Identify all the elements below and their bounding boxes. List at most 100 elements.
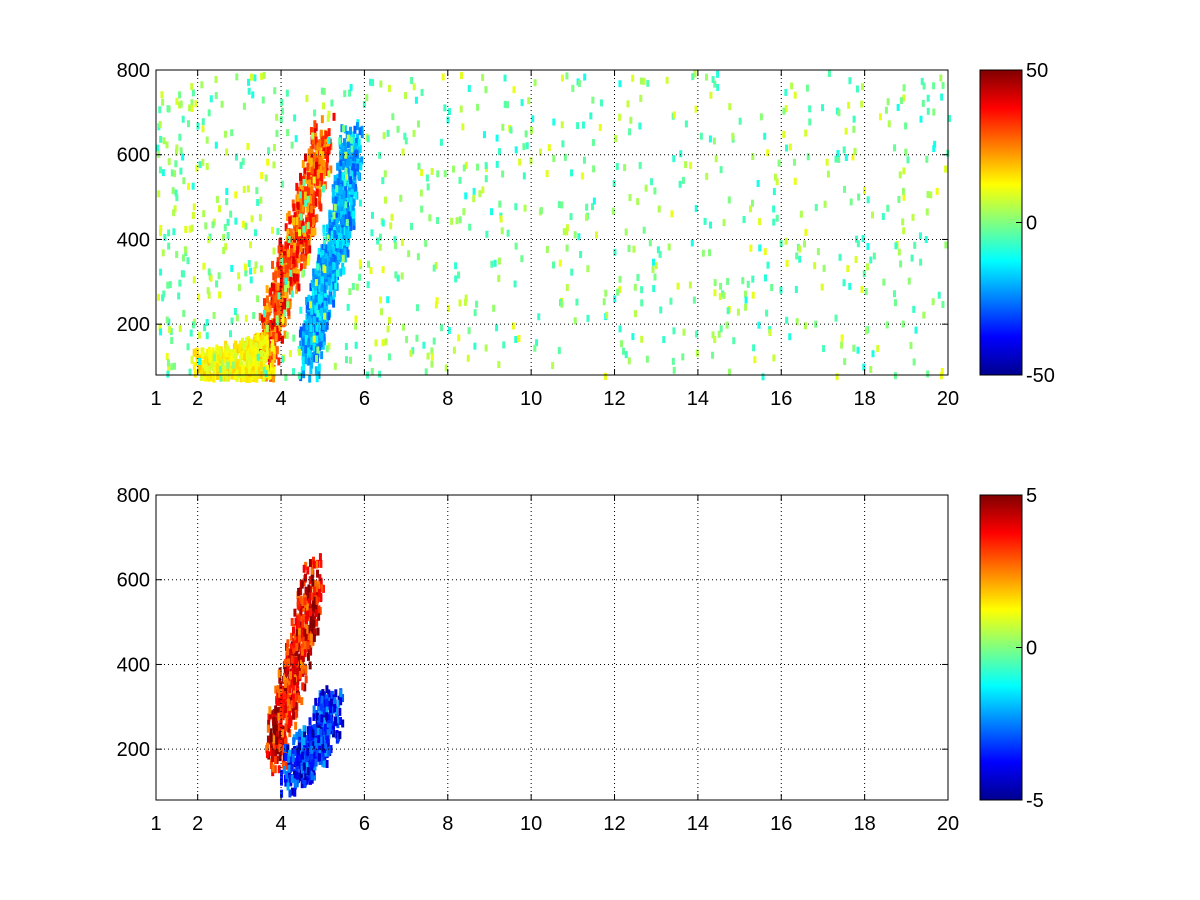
heatmap-cell: [269, 355, 273, 364]
heatmap-cell: [281, 760, 285, 769]
heatmap-cell: [314, 150, 318, 159]
heatmap-cell: [846, 265, 850, 273]
heatmap-cell: [426, 352, 430, 360]
heatmap-cell: [318, 312, 322, 321]
colorbar-tick-label: 5: [1026, 485, 1037, 507]
heatmap-cell: [319, 257, 323, 266]
heatmap-cell: [560, 300, 564, 308]
heatmap-cell: [188, 104, 192, 112]
heatmap-cell: [303, 167, 307, 176]
heatmap-cell: [307, 294, 311, 303]
heatmap-cell: [276, 306, 280, 315]
heatmap-cell: [222, 233, 226, 241]
heatmap-cell: [292, 203, 296, 212]
heatmap-cell: [775, 178, 779, 186]
heatmap-cell: [200, 81, 204, 89]
heatmap-cell: [232, 364, 236, 373]
heatmap-cell: [350, 145, 354, 153]
heatmap-cell: [506, 101, 510, 109]
heatmap-cell: [167, 365, 171, 373]
heatmap-cell: [306, 195, 310, 203]
heatmap-cell: [852, 344, 856, 352]
heatmap-cell: [259, 265, 263, 273]
heatmap-cell: [302, 564, 306, 573]
heatmap-cell: [165, 141, 169, 149]
heatmap-cell: [246, 185, 250, 193]
colorbar-tick-label: 0: [1026, 638, 1037, 660]
heatmap-cell: [281, 355, 285, 363]
heatmap-cell: [305, 296, 309, 305]
heatmap-cell: [690, 239, 694, 247]
heatmap-cell: [265, 295, 269, 304]
heatmap-cell: [261, 96, 265, 104]
heatmap-cell: [181, 115, 185, 123]
heatmap-cell: [457, 334, 461, 342]
heatmap-cell: [475, 300, 479, 308]
heatmap-cell: [539, 207, 543, 215]
heatmap-cell: [401, 323, 405, 331]
heatmap-cell: [676, 282, 680, 290]
heatmap-cell: [866, 242, 870, 250]
heatmap-cell: [866, 196, 870, 204]
heatmap-cell: [301, 619, 305, 628]
heatmap-cell: [333, 704, 337, 713]
heatmap-cell: [292, 237, 296, 246]
heatmap-cell: [351, 163, 355, 172]
heatmap-cell: [269, 760, 273, 769]
heatmap-cell: [301, 203, 305, 212]
heatmap-cell: [378, 243, 382, 251]
heatmap-cell: [860, 100, 864, 108]
heatmap-cell: [322, 717, 326, 726]
heatmap-cell: [286, 754, 290, 763]
heatmap-cell: [435, 297, 439, 305]
heatmap-cell: [565, 228, 569, 236]
heatmap-cell: [280, 98, 284, 106]
heatmap-cell: [272, 345, 276, 354]
heatmap-cell: [793, 158, 797, 166]
heatmap-cell: [300, 697, 304, 706]
heatmap-cell: [522, 143, 526, 151]
heatmap-cell: [334, 282, 338, 290]
heatmap-cell: [184, 225, 188, 233]
heatmap-cell: [253, 74, 257, 82]
heatmap-cell: [330, 717, 334, 726]
heatmap-cell: [804, 228, 808, 236]
heatmap-cell: [286, 228, 290, 237]
heatmap-cell: [315, 374, 319, 383]
heatmap-cell: [633, 310, 637, 318]
heatmap-cell: [317, 276, 321, 285]
heatmap-cell: [156, 144, 160, 152]
heatmap-cell: [326, 146, 330, 155]
heatmap-cell: [251, 91, 255, 99]
heatmap-cell: [209, 274, 213, 282]
heatmap-cell: [275, 346, 279, 355]
heatmap-cell: [215, 363, 219, 372]
heatmap-cell: [742, 216, 746, 224]
heatmap-cell: [321, 584, 325, 593]
heatmap-cell: [320, 333, 324, 342]
heatmap-cell: [906, 156, 910, 164]
heatmap-cell: [327, 277, 331, 286]
heatmap-cell: [327, 342, 331, 350]
heatmap-cell: [302, 748, 306, 757]
heatmap-cell: [333, 216, 337, 225]
heatmap-cell: [611, 207, 615, 215]
heatmap-cell: [290, 700, 294, 709]
heatmap-cell: [234, 340, 238, 349]
heatmap-cell: [276, 257, 280, 266]
heatmap-cell: [289, 276, 293, 285]
heatmap-cell: [225, 198, 229, 206]
heatmap-cell: [286, 647, 290, 656]
heatmap-cell: [289, 643, 293, 652]
heatmap-cell: [613, 248, 617, 256]
heatmap-cell: [318, 574, 322, 583]
heatmap-cell: [336, 269, 340, 277]
heatmap-cell: [322, 333, 326, 342]
heatmap-cell: [412, 83, 416, 91]
heatmap-cell: [259, 345, 263, 354]
heatmap-cell: [711, 75, 715, 83]
heatmap-cell: [312, 216, 316, 225]
heatmap-cell: [306, 641, 310, 650]
heatmap-cell: [293, 757, 297, 766]
heatmap-cell: [313, 282, 317, 291]
